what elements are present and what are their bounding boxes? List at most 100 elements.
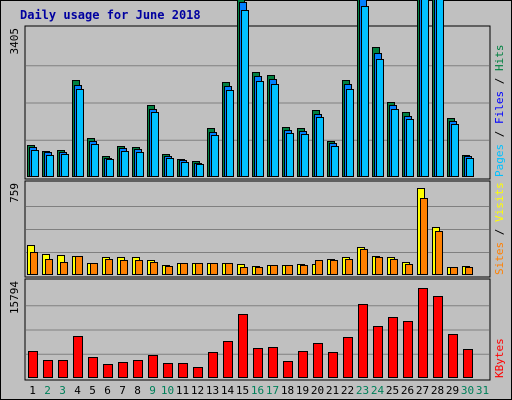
x-tick-label-day-25: 25 <box>386 384 399 397</box>
series-label-part: Pages <box>493 144 506 177</box>
bar-sites-day-7 <box>120 260 128 275</box>
bar-kbytes-day-29 <box>448 334 458 378</box>
x-tick-label-day-31: 31 <box>476 384 489 397</box>
bar-sites-day-14 <box>225 263 233 275</box>
bar-kbytes-day-1 <box>28 351 38 378</box>
bar-kbytes-day-5 <box>88 357 98 378</box>
series-pages <box>31 0 474 177</box>
x-tick-label-day-27: 27 <box>416 384 429 397</box>
bar-kbytes-day-17 <box>268 347 278 378</box>
bar-pages-day-1 <box>31 150 39 177</box>
bar-kbytes-day-4 <box>73 336 83 378</box>
bar-pages-day-15 <box>241 10 249 177</box>
series-label-part: / <box>493 71 506 91</box>
series-label-part: KBytes <box>493 338 506 378</box>
x-tick-label-day-3: 3 <box>59 384 66 397</box>
bar-kbytes-day-18 <box>283 361 293 378</box>
bar-pages-day-30 <box>466 158 474 177</box>
bar-pages-day-21 <box>331 146 339 177</box>
bar-pages-day-27 <box>421 0 429 177</box>
panel-top-series-label: Pages / Files / Hits <box>493 45 506 178</box>
bar-sites-day-22 <box>345 259 353 275</box>
x-tick-label-day-9: 9 <box>149 384 156 397</box>
bar-kbytes-day-11 <box>178 363 188 378</box>
bar-sites-day-17 <box>270 265 278 275</box>
bar-pages-day-28 <box>436 0 444 177</box>
x-tick-label-day-23: 23 <box>356 384 369 397</box>
bar-sites-day-21 <box>330 260 338 275</box>
bar-kbytes-day-25 <box>388 317 398 378</box>
x-tick-label-day-30: 30 <box>461 384 474 397</box>
bar-pages-day-24 <box>376 59 384 177</box>
bar-sites-day-5 <box>90 263 98 275</box>
bar-pages-day-10 <box>166 158 174 177</box>
x-tick-label-day-12: 12 <box>191 384 204 397</box>
panel-top: 3405 Pages / Files / Hits <box>8 0 506 180</box>
bar-pages-day-17 <box>271 84 279 177</box>
panel-bot-max-label: 15794 <box>8 281 21 314</box>
x-tick-label-day-26: 26 <box>401 384 414 397</box>
panel-bot: 15794 KBytes <box>8 278 506 381</box>
bar-kbytes-day-21 <box>328 352 338 378</box>
bar-kbytes-day-27 <box>418 288 428 378</box>
bar-kbytes-day-30 <box>463 349 473 378</box>
bar-sites-day-12 <box>195 263 203 275</box>
bar-kbytes-day-12 <box>193 367 203 378</box>
x-tick-label-day-29: 29 <box>446 384 459 397</box>
x-tick-label-day-24: 24 <box>371 384 385 397</box>
bar-pages-day-11 <box>181 162 189 177</box>
x-tick-label-day-20: 20 <box>311 384 324 397</box>
x-tick-label-day-6: 6 <box>104 384 111 397</box>
series-label-part: Visits <box>493 182 506 222</box>
bar-sites-day-29 <box>450 267 458 275</box>
series-kbytes <box>28 288 473 378</box>
bar-sites-day-23 <box>360 249 368 275</box>
bar-kbytes-day-7 <box>118 362 128 378</box>
bar-pages-day-29 <box>451 124 459 177</box>
bar-pages-day-2 <box>46 155 54 177</box>
x-tick-label-day-8: 8 <box>134 384 141 397</box>
x-tick-label-day-18: 18 <box>281 384 294 397</box>
bar-kbytes-day-8 <box>133 360 143 378</box>
bar-pages-day-7 <box>121 151 129 177</box>
bar-sites-day-3 <box>60 262 68 275</box>
bar-pages-day-13 <box>211 135 219 177</box>
x-tick-label-day-11: 11 <box>176 384 189 397</box>
bar-kbytes-day-6 <box>103 364 113 378</box>
series-label-part: / <box>493 124 506 144</box>
bar-pages-day-16 <box>256 81 264 177</box>
chart-panels: 3405 Pages / Files / Hits 759 Sites / Visit… <box>8 0 506 381</box>
bar-pages-day-9 <box>151 112 159 177</box>
bar-sites-day-28 <box>435 231 443 275</box>
bar-pages-day-12 <box>196 164 204 177</box>
panel-bot-series-label: KBytes <box>493 338 506 378</box>
x-tick-label-day-4: 4 <box>74 384 81 397</box>
bar-pages-day-23 <box>361 6 369 177</box>
bar-sites-day-13 <box>210 263 218 275</box>
x-axis-day-labels: 1 2 3 4 5 6 7 8 9 10 11 12 13 14 15 16 17 18 19 20 21 22 23 24 2… <box>29 384 489 397</box>
bar-kbytes-day-26 <box>403 321 413 378</box>
bar-kbytes-day-24 <box>373 326 383 378</box>
bar-pages-day-6 <box>106 159 114 177</box>
bar-sites-day-15 <box>240 267 248 275</box>
series-label-part: Sites <box>493 242 506 275</box>
bar-pages-day-25 <box>391 109 399 177</box>
x-tick-label-day-28: 28 <box>431 384 444 397</box>
bar-pages-day-20 <box>316 117 324 177</box>
bar-kbytes-day-28 <box>433 296 443 378</box>
x-tick-label-day-15: 15 <box>236 384 249 397</box>
bar-sites-day-10 <box>165 266 173 275</box>
x-tick-label-day-14: 14 <box>221 384 235 397</box>
bar-sites-day-19 <box>300 265 308 275</box>
bar-sites-day-2 <box>45 259 53 275</box>
bar-sites-day-27 <box>420 198 428 275</box>
bar-kbytes-day-23 <box>358 304 368 378</box>
x-tick-label-day-5: 5 <box>89 384 96 397</box>
bar-pages-day-18 <box>286 133 294 177</box>
bar-kbytes-day-14 <box>223 341 233 378</box>
x-tick-label-day-2: 2 <box>44 384 51 397</box>
x-tick-label-day-19: 19 <box>296 384 309 397</box>
bar-sites-day-30 <box>465 267 473 275</box>
bar-kbytes-day-16 <box>253 348 263 378</box>
bar-pages-day-26 <box>406 119 414 177</box>
